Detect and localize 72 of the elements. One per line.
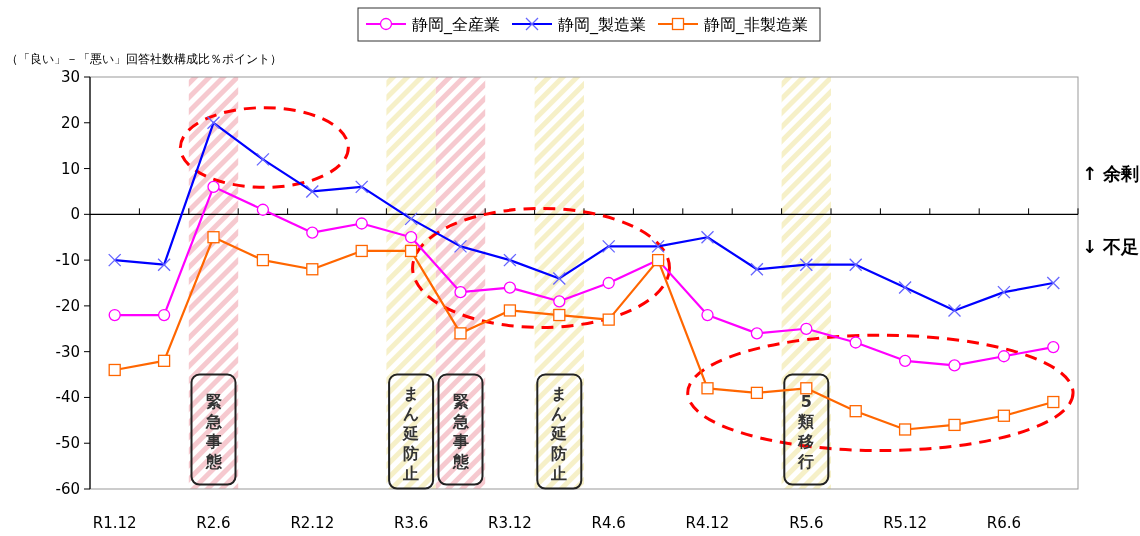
legend-label: 静岡_製造業 xyxy=(558,15,646,35)
point xyxy=(454,286,467,299)
band-label: まん延防止 xyxy=(388,373,435,490)
point xyxy=(849,405,862,418)
x-tick-label: R1.12 xyxy=(92,514,137,532)
point xyxy=(207,180,220,194)
x-tick-label: R3.6 xyxy=(393,514,429,532)
y-tick-label: -40 xyxy=(55,388,80,407)
point xyxy=(355,244,368,258)
band-label: 緊急事態 xyxy=(437,373,484,486)
point xyxy=(800,382,813,395)
point xyxy=(306,263,319,276)
band-label: 緊急事態 xyxy=(204,391,223,471)
point xyxy=(701,308,714,322)
text: ↓ 不足 xyxy=(1082,236,1140,258)
band-label: 緊急事態 xyxy=(190,373,237,486)
point xyxy=(454,327,467,340)
point xyxy=(404,244,418,258)
point xyxy=(157,354,171,367)
point xyxy=(948,418,961,432)
y-axis-title: （「良い」－「悪い」回答社数構成比％ポイント） xyxy=(6,52,282,66)
point xyxy=(108,363,121,377)
x-tick-label: R5.6 xyxy=(789,514,824,532)
y-tick-label: -50 xyxy=(55,434,80,453)
x-tick-label: R6.6 xyxy=(986,514,1022,532)
annotation: まん延防止 xyxy=(550,383,568,483)
point xyxy=(750,386,764,400)
point xyxy=(256,253,270,267)
point xyxy=(108,308,121,322)
point xyxy=(355,217,368,230)
point xyxy=(997,409,1011,422)
point xyxy=(553,308,566,322)
x-tick-label: R2.12 xyxy=(290,514,335,532)
y-tick-label: -20 xyxy=(55,296,80,315)
point xyxy=(602,313,615,326)
x-tick-label: R5.12 xyxy=(883,514,928,532)
point xyxy=(503,304,517,317)
point xyxy=(948,359,961,372)
point xyxy=(157,308,171,322)
point xyxy=(701,382,714,395)
point xyxy=(898,423,912,436)
band-label: まん延防止 xyxy=(402,383,420,483)
annotation: 緊急事態 xyxy=(451,391,470,471)
point xyxy=(997,350,1011,363)
point xyxy=(602,276,615,290)
point xyxy=(404,231,418,244)
y-tick-label: -10 xyxy=(55,251,80,270)
y-tick-label: 10 xyxy=(60,159,80,178)
legend-label: 静岡_全産業 xyxy=(412,15,500,35)
point xyxy=(1047,340,1060,354)
point xyxy=(849,336,862,349)
band-label: まん延防止 xyxy=(536,373,583,490)
legend-label: 静岡_非製造業 xyxy=(704,15,808,35)
x-tick-label: R4.12 xyxy=(685,514,730,532)
y-tick-label: 30 xyxy=(60,68,80,86)
point xyxy=(503,281,517,294)
y-tick-label: -60 xyxy=(55,480,80,498)
point xyxy=(256,203,270,216)
point xyxy=(898,354,912,367)
y-tick-label: 20 xyxy=(60,113,80,132)
text: ↑ 余剰 xyxy=(1082,163,1140,185)
x-tick-label: R2.6 xyxy=(196,514,231,532)
point xyxy=(207,231,220,244)
point xyxy=(1047,395,1060,409)
point xyxy=(306,226,319,239)
point xyxy=(553,295,566,308)
point xyxy=(800,322,813,335)
point xyxy=(750,327,764,340)
y-tick-label: 0 xyxy=(70,205,80,224)
y-tick-label: -30 xyxy=(55,342,80,361)
x-tick-label: R3.12 xyxy=(487,514,532,532)
x-tick-label: R4.6 xyxy=(591,514,626,532)
